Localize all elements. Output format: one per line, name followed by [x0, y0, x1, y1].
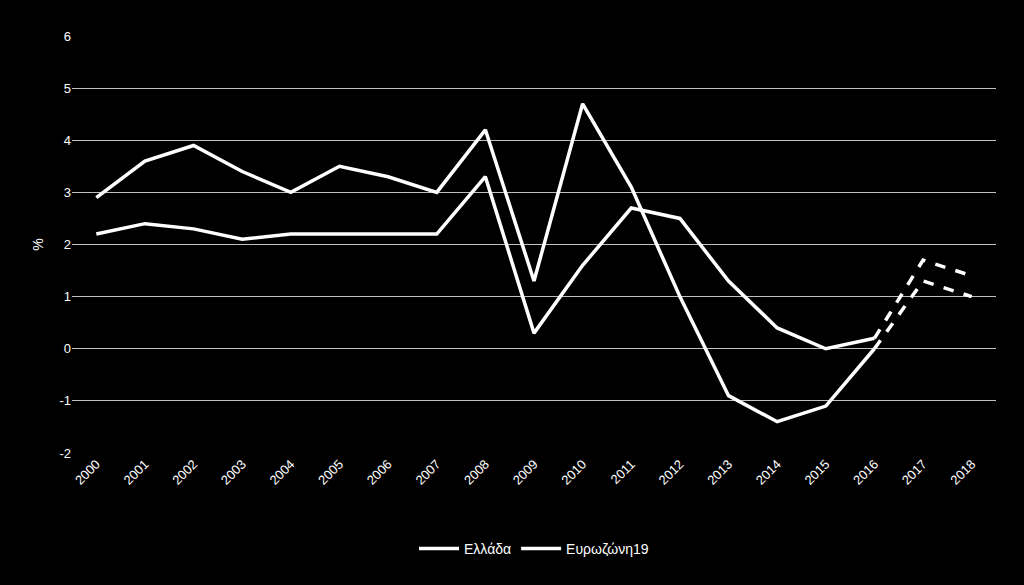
- svg-text:2007: 2007: [412, 457, 443, 488]
- svg-text:2017: 2017: [899, 457, 930, 488]
- svg-text:3: 3: [64, 185, 71, 200]
- svg-text:%: %: [30, 238, 46, 250]
- svg-text:Ευρωζώνη19: Ευρωζώνη19: [566, 541, 649, 557]
- svg-text:Ελλάδα: Ελλάδα: [464, 541, 511, 557]
- svg-text:5: 5: [64, 81, 71, 96]
- svg-text:2003: 2003: [218, 457, 249, 488]
- svg-text:2010: 2010: [558, 457, 589, 488]
- svg-text:2013: 2013: [704, 457, 735, 488]
- svg-text:-2: -2: [59, 446, 71, 461]
- svg-text:2011: 2011: [608, 457, 638, 487]
- svg-text:2015: 2015: [801, 457, 832, 488]
- svg-text:2004: 2004: [267, 457, 298, 488]
- svg-text:2006: 2006: [364, 457, 395, 488]
- svg-text:2002: 2002: [169, 457, 200, 488]
- svg-text:4: 4: [64, 133, 71, 148]
- svg-text:2016: 2016: [850, 457, 881, 488]
- svg-text:2001: 2001: [121, 457, 152, 488]
- svg-text:2: 2: [64, 237, 71, 252]
- svg-text:2005: 2005: [315, 457, 346, 488]
- svg-text:2014: 2014: [753, 457, 784, 488]
- svg-text:2018: 2018: [947, 457, 978, 488]
- svg-text:2012: 2012: [656, 457, 687, 488]
- svg-text:0: 0: [64, 341, 71, 356]
- svg-text:2008: 2008: [461, 457, 492, 488]
- svg-text:-1: -1: [59, 393, 71, 408]
- svg-text:6: 6: [64, 29, 71, 44]
- svg-text:2009: 2009: [510, 457, 541, 488]
- svg-text:1: 1: [64, 289, 71, 304]
- svg-text:2000: 2000: [72, 457, 103, 488]
